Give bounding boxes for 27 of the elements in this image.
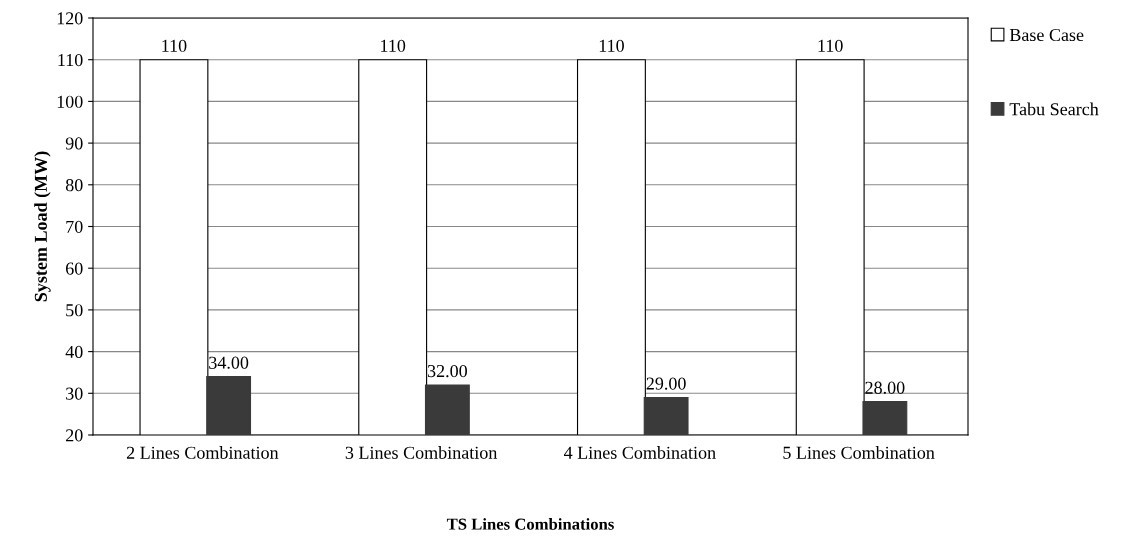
x-tick-label: 3 Lines Combination [345, 446, 498, 459]
data-label: 110 [818, 39, 843, 52]
y-tick-label: 50 [66, 304, 83, 317]
data-label: 29.00 [646, 377, 686, 390]
x-tick-label: 4 Lines Combination [564, 446, 716, 459]
legend-label: Tabu Search [1009, 102, 1099, 116]
y-tick-label: 80 [65, 179, 83, 192]
data-label: 32.00 [427, 364, 467, 378]
y-tick-label: 60 [66, 262, 83, 275]
data-label: 110 [381, 39, 406, 52]
x-tick-label: 2 Lines Combination [126, 446, 279, 459]
x-tick-label: 5 Lines Combination [783, 446, 935, 459]
y-tick-label: 30 [66, 387, 83, 400]
x-axis-title: TS Lines Combinations [446, 518, 614, 530]
y-tick-label: 110 [58, 53, 83, 67]
y-tick-label: 90 [65, 137, 83, 150]
data-label: 34.00 [209, 356, 249, 369]
data-label: 28.00 [865, 381, 905, 394]
y-tick-label: 40 [65, 345, 83, 359]
y-tick-label: 70 [66, 220, 83, 233]
y-tick-label: 120 [57, 12, 83, 25]
data-label: 110 [162, 39, 187, 52]
y-tick-label: 100 [57, 95, 83, 108]
data-label: 110 [599, 39, 624, 52]
legend-label: Base Case [1009, 28, 1084, 42]
y-tick-label: 20 [66, 429, 83, 442]
y-axis-title: System Load (MW) [34, 151, 51, 302]
